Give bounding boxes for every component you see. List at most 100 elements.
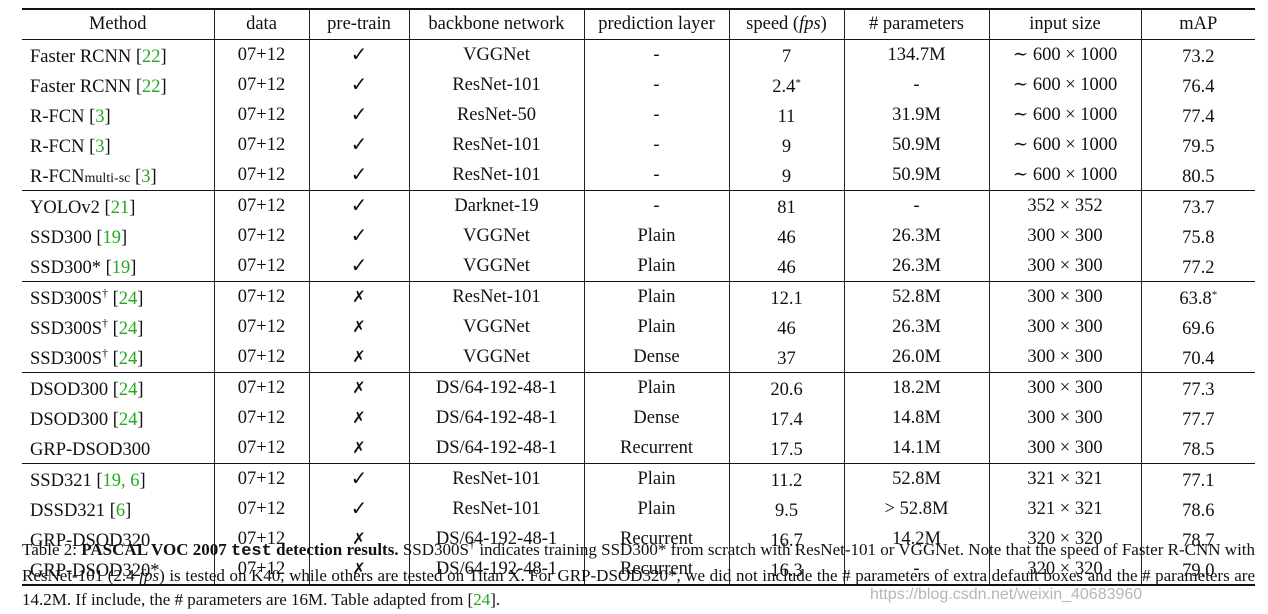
cell-backbone: ResNet-101: [409, 494, 585, 524]
citation-link[interactable]: 21: [110, 198, 130, 218]
cell-pretrain: ✓: [309, 463, 410, 494]
cell-backbone: ResNet-101: [409, 130, 585, 160]
table-row: SSD300S† [24] 07+12 ✗ VGGNet Plain 46 26.3M 300…: [22, 312, 1255, 342]
cell-backbone: ResNet-50: [409, 100, 585, 130]
cell-backbone: ResNet-101: [409, 463, 585, 494]
cell-prediction-layer: Plain: [584, 221, 730, 251]
caption-title-part2: detection results.: [271, 540, 399, 559]
cell-parameters: 134.7M: [844, 39, 990, 70]
cell-method: Faster RCNN [22]: [22, 39, 215, 70]
cell-parameters: -: [844, 70, 990, 100]
table-row: SSD321 [19, 6] 07+12 ✓ ResNet-101 Plain 11.2 5…: [22, 463, 1255, 494]
cell-prediction-layer: Plain: [584, 494, 730, 524]
cell-backbone: DS/64-192-48-1: [409, 433, 585, 464]
speed-value: 46: [777, 228, 796, 248]
map-value: 77.2: [1182, 258, 1215, 278]
citation-link[interactable]: 19: [102, 228, 122, 248]
cell-data: 07+12: [214, 494, 310, 524]
cell-parameters: > 52.8M: [844, 494, 990, 524]
cell-parameters: 52.8M: [844, 463, 990, 494]
table-row: SSD300 [19] 07+12 ✓ VGGNet Plain 46 26.3M 300 ×…: [22, 221, 1255, 251]
cell-pretrain: ✗: [309, 372, 410, 403]
method-name: DSOD300: [30, 410, 109, 430]
cell-data: 07+12: [214, 312, 310, 342]
cell-backbone: DS/64-192-48-1: [409, 372, 585, 403]
citation-link[interactable]: 24: [118, 349, 138, 369]
cell-input-size: 321 × 321: [989, 494, 1142, 524]
table-row: SSD300S† [24] 07+12 ✗ VGGNet Dense 37 26.0M 300…: [22, 342, 1255, 373]
header-backbone: backbone network: [409, 9, 585, 40]
cell-pretrain: ✗: [309, 281, 410, 312]
table-row: GRP-DSOD320 07+12 ✗ DS/64-192-48-1 Recurrent…: [22, 524, 1255, 554]
table-row: R-FCN [3] 07+12 ✓ ResNet-101- 9 50.9M ∼ 600 × …: [22, 130, 1255, 160]
method-name: R-FCN: [30, 107, 85, 127]
cell-speed: 7: [729, 39, 845, 70]
citation-link[interactable]: 24: [118, 410, 138, 430]
cell-input-size: 300 × 300: [989, 433, 1142, 464]
cell-speed: 9: [729, 130, 845, 160]
results-table-container: Method data pre-train backbone network p…: [22, 8, 1255, 586]
speed-value: 9: [781, 137, 792, 157]
table-row: Faster RCNN [22] 07+12 ✓ VGGNet - 7 134.7M ∼ 60…: [22, 39, 1255, 70]
citation-link[interactable]: 22: [142, 77, 161, 97]
cell-input-size: ∼ 600 × 1000: [989, 39, 1142, 70]
header-row: Method data pre-train backbone network p…: [22, 9, 1255, 40]
cross-icon: ✗: [352, 317, 366, 336]
cell-method: SSD300 [19]: [22, 221, 215, 251]
cell-data: 07+12: [214, 524, 310, 554]
cell-data: 07+12: [214, 160, 310, 191]
cell-map: 76.4: [1141, 70, 1255, 100]
cell-parameters: 14.2M: [844, 524, 990, 554]
cell-input-size: 300 × 300: [989, 251, 1142, 282]
map-value: 75.8: [1182, 228, 1215, 248]
speed-value: 16.3: [770, 561, 803, 581]
cell-pretrain: ✓: [309, 39, 410, 70]
cell-prediction-layer: Plain: [584, 463, 730, 494]
cell-pretrain: ✗: [309, 342, 410, 373]
cell-prediction-layer: Recurrent: [584, 524, 730, 554]
citation-link[interactable]: 24: [118, 289, 138, 309]
cell-backbone: VGGNet: [409, 221, 585, 251]
cell-input-size: 300 × 300: [989, 342, 1142, 373]
cell-pretrain: ✗: [309, 433, 410, 464]
table-row: YOLOv2 [21] 07+12 ✓ Darknet-19-81-352 × 352…: [22, 190, 1255, 221]
citation-link[interactable]: 24: [118, 319, 138, 339]
header-speed-suffix: ): [820, 14, 827, 34]
caption-citation-link[interactable]: 24: [473, 590, 491, 609]
citation-link[interactable]: 22: [142, 47, 161, 67]
method-name: Faster RCNN: [30, 47, 132, 67]
citation-link[interactable]: 19, 6: [102, 471, 140, 491]
cell-pretrain: ✓: [309, 100, 410, 130]
cell-prediction-layer: -: [584, 130, 730, 160]
cell-data: 07+12: [214, 281, 310, 312]
citation-link[interactable]: 24: [118, 380, 138, 400]
cell-map: 77.2: [1141, 251, 1255, 282]
header-parameters: # parameters: [844, 9, 990, 40]
citation-link[interactable]: 3: [95, 107, 105, 127]
citation-link[interactable]: 19: [111, 258, 131, 278]
cell-data: 07+12: [214, 39, 310, 70]
cell-backbone: Darknet-19: [409, 190, 585, 221]
citation-link[interactable]: 3: [141, 167, 151, 187]
cell-parameters: 52.8M: [844, 281, 990, 312]
header-data: data: [214, 9, 310, 40]
citation-link[interactable]: 3: [95, 137, 105, 157]
checkmark-icon: ✓: [350, 496, 368, 520]
cell-parameters: 26.3M: [844, 312, 990, 342]
table-row: DSSD321 [6] 07+12 ✓ ResNet-101 Plain 9.5 > 52.…: [22, 494, 1255, 524]
cell-prediction-layer: Dense: [584, 403, 730, 433]
cell-parameters: 50.9M: [844, 130, 990, 160]
cell-pretrain: ✓: [309, 494, 410, 524]
caption-title-mono: test: [231, 542, 272, 561]
cell-method: DSSD321 [6]: [22, 494, 215, 524]
cell-method: DSOD300 [24]: [22, 372, 215, 403]
cell-input-size: 300 × 300: [989, 403, 1142, 433]
header-method: Method: [22, 9, 215, 40]
cell-input-size: 300 × 300: [989, 221, 1142, 251]
cell-data: 07+12: [214, 342, 310, 373]
citation-link[interactable]: 6: [115, 501, 126, 521]
cell-parameters: 14.8M: [844, 403, 990, 433]
cell-speed: 9: [729, 160, 845, 191]
checkmark-icon: ✓: [350, 223, 368, 247]
map-value: 77.3: [1182, 380, 1215, 400]
